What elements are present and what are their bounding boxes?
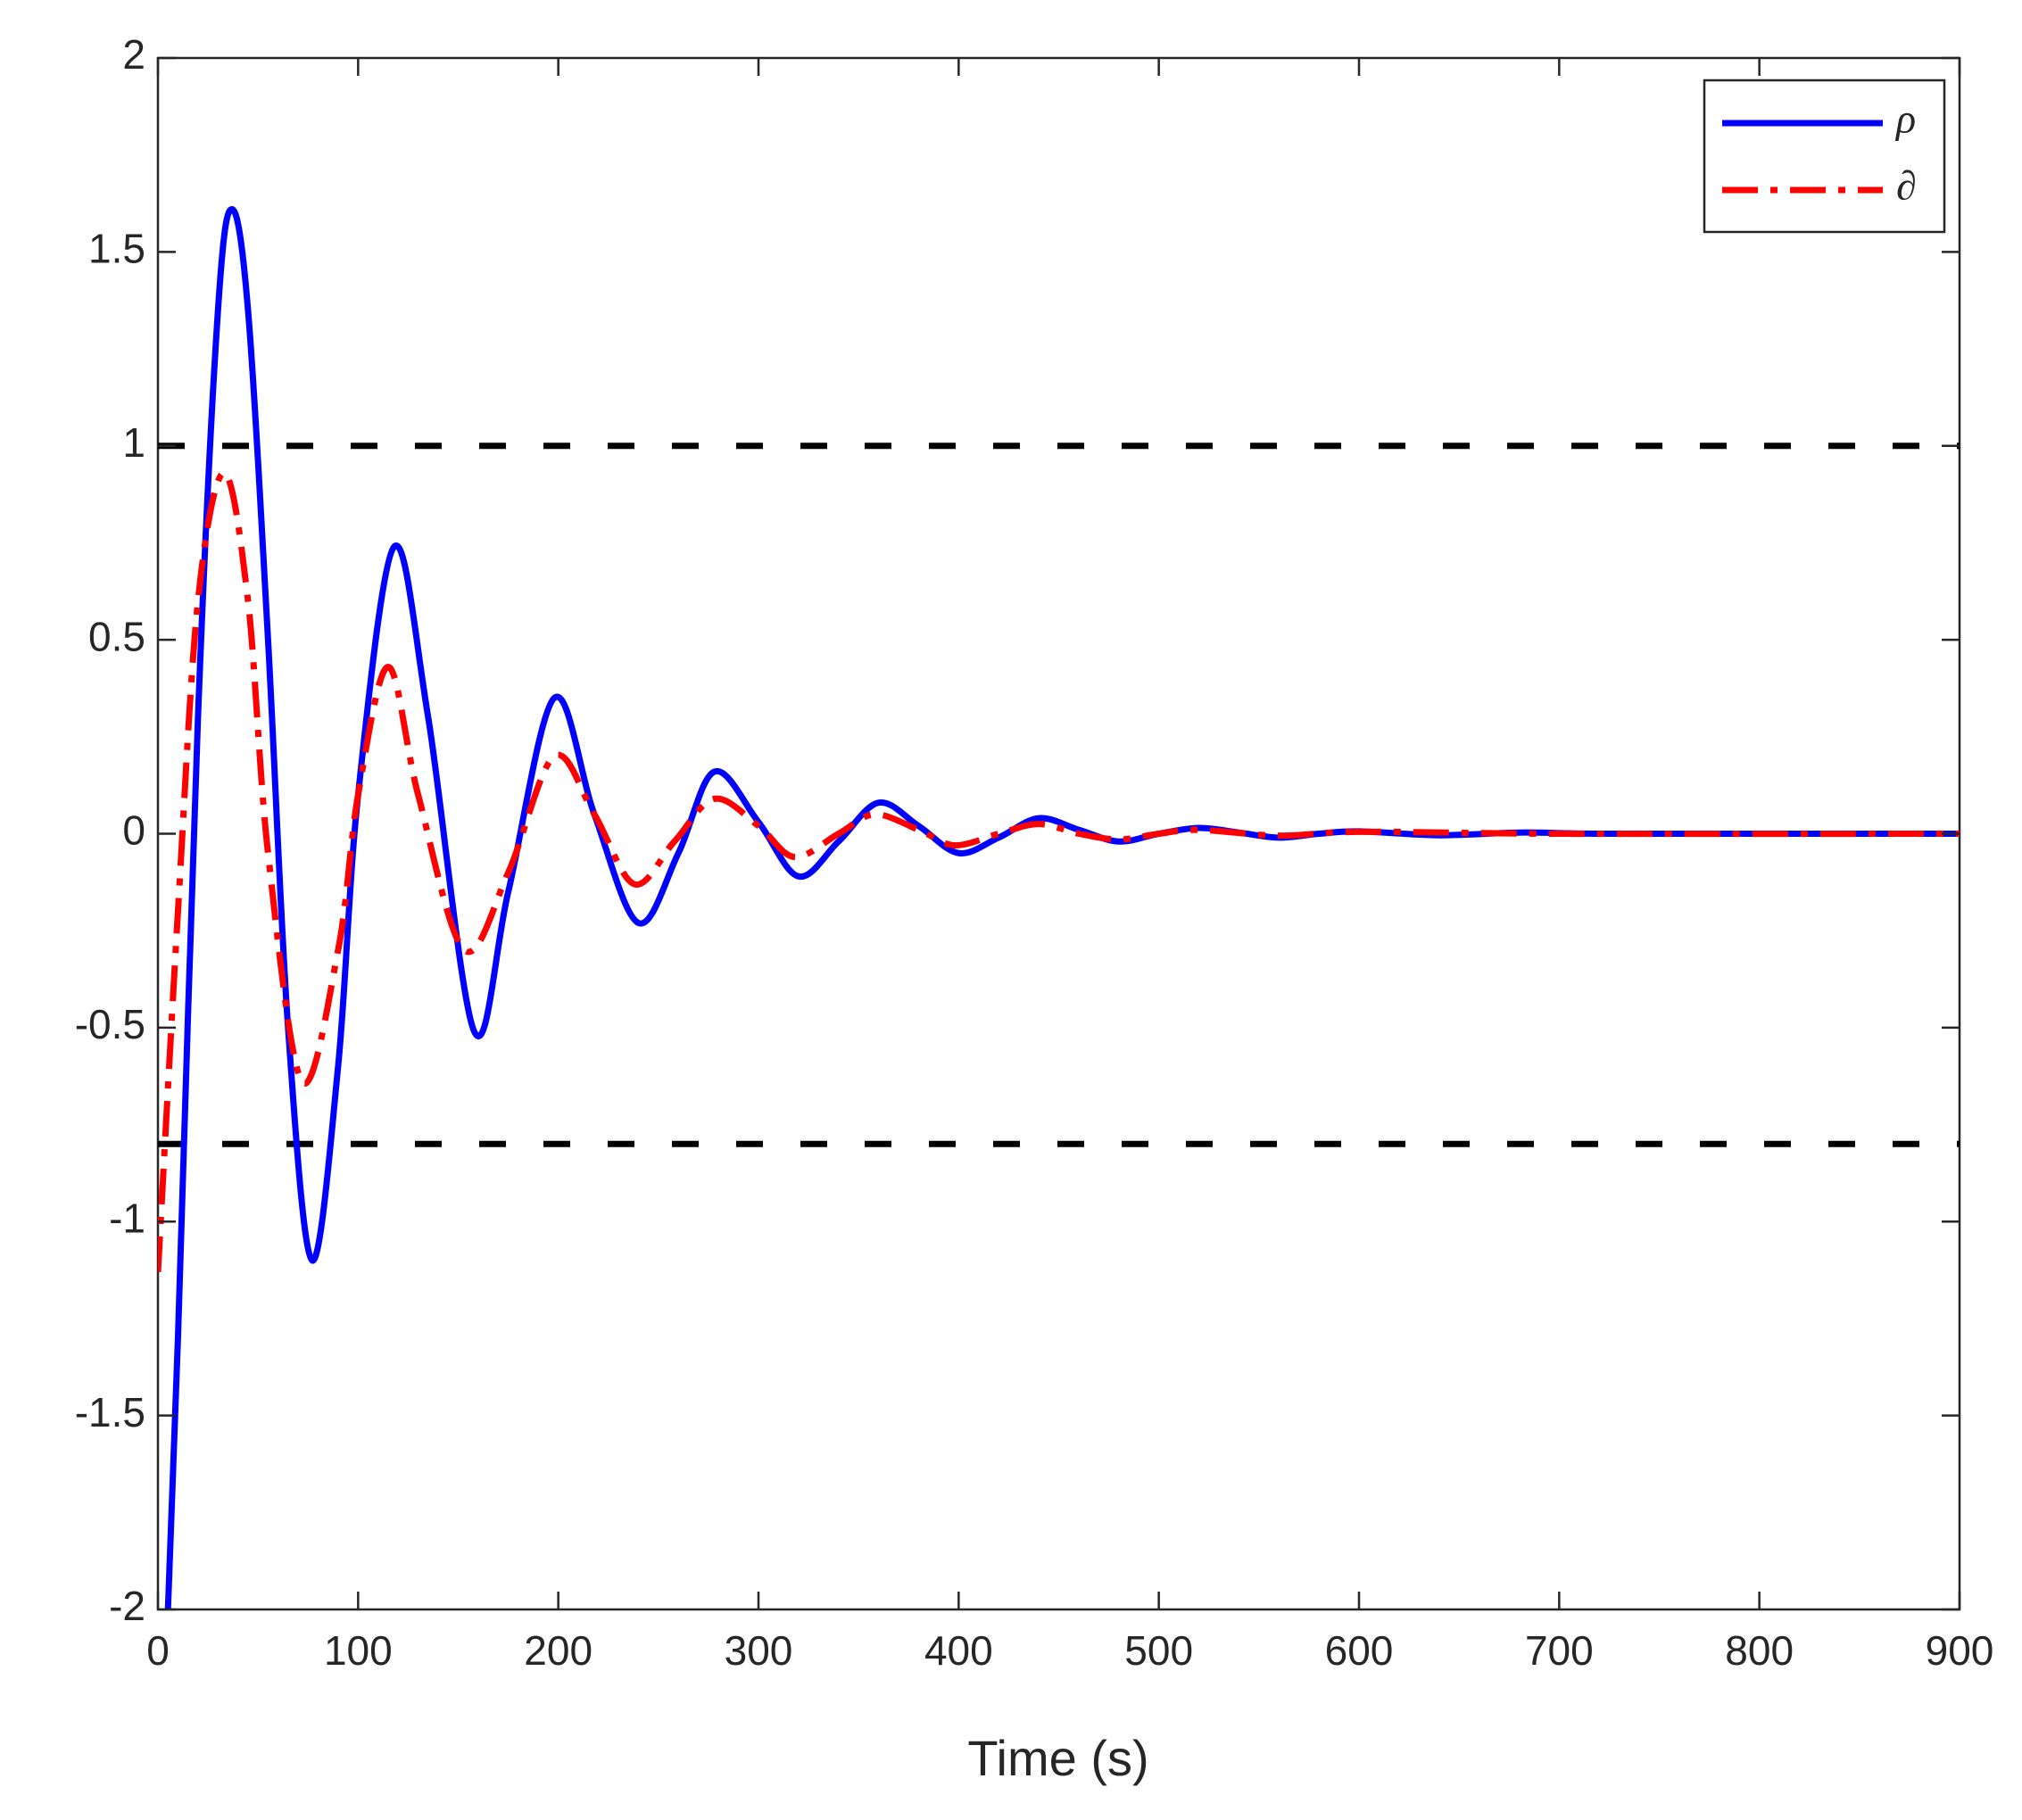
x-tick-label: 900 [1926,1627,1994,1674]
y-tick-label: -0.5 [75,1001,145,1047]
x-tick-label: 300 [725,1627,793,1674]
legend-label: ∂ [1896,163,1917,209]
x-tick-label: 500 [1124,1627,1193,1674]
x-tick-label: 700 [1525,1627,1594,1674]
y-tick-label: -1 [109,1195,145,1241]
y-tick-label: 1 [122,419,145,466]
x-tick-label: 400 [924,1627,993,1674]
legend-box [1703,79,1946,234]
legend-label: ρ [1894,96,1916,142]
series-line [158,469,1960,1272]
y-tick-label: 2 [122,31,145,78]
y-tick-label: 0 [122,807,145,854]
y-tick-label: 1.5 [88,226,145,272]
y-tick-label: 0.5 [88,613,145,659]
y-tick-label: -2 [109,1583,145,1629]
x-tick-label: 800 [1725,1627,1794,1674]
y-tick-label: -1.5 [75,1389,145,1435]
x-tick-label: 100 [324,1627,393,1674]
x-tick-label: 0 [146,1627,170,1674]
x-axis-label: Time (s) [967,1730,1148,1786]
x-tick-label: 200 [524,1627,593,1674]
x-tick-label: 600 [1325,1627,1394,1674]
plot-lines [158,206,1960,1609]
